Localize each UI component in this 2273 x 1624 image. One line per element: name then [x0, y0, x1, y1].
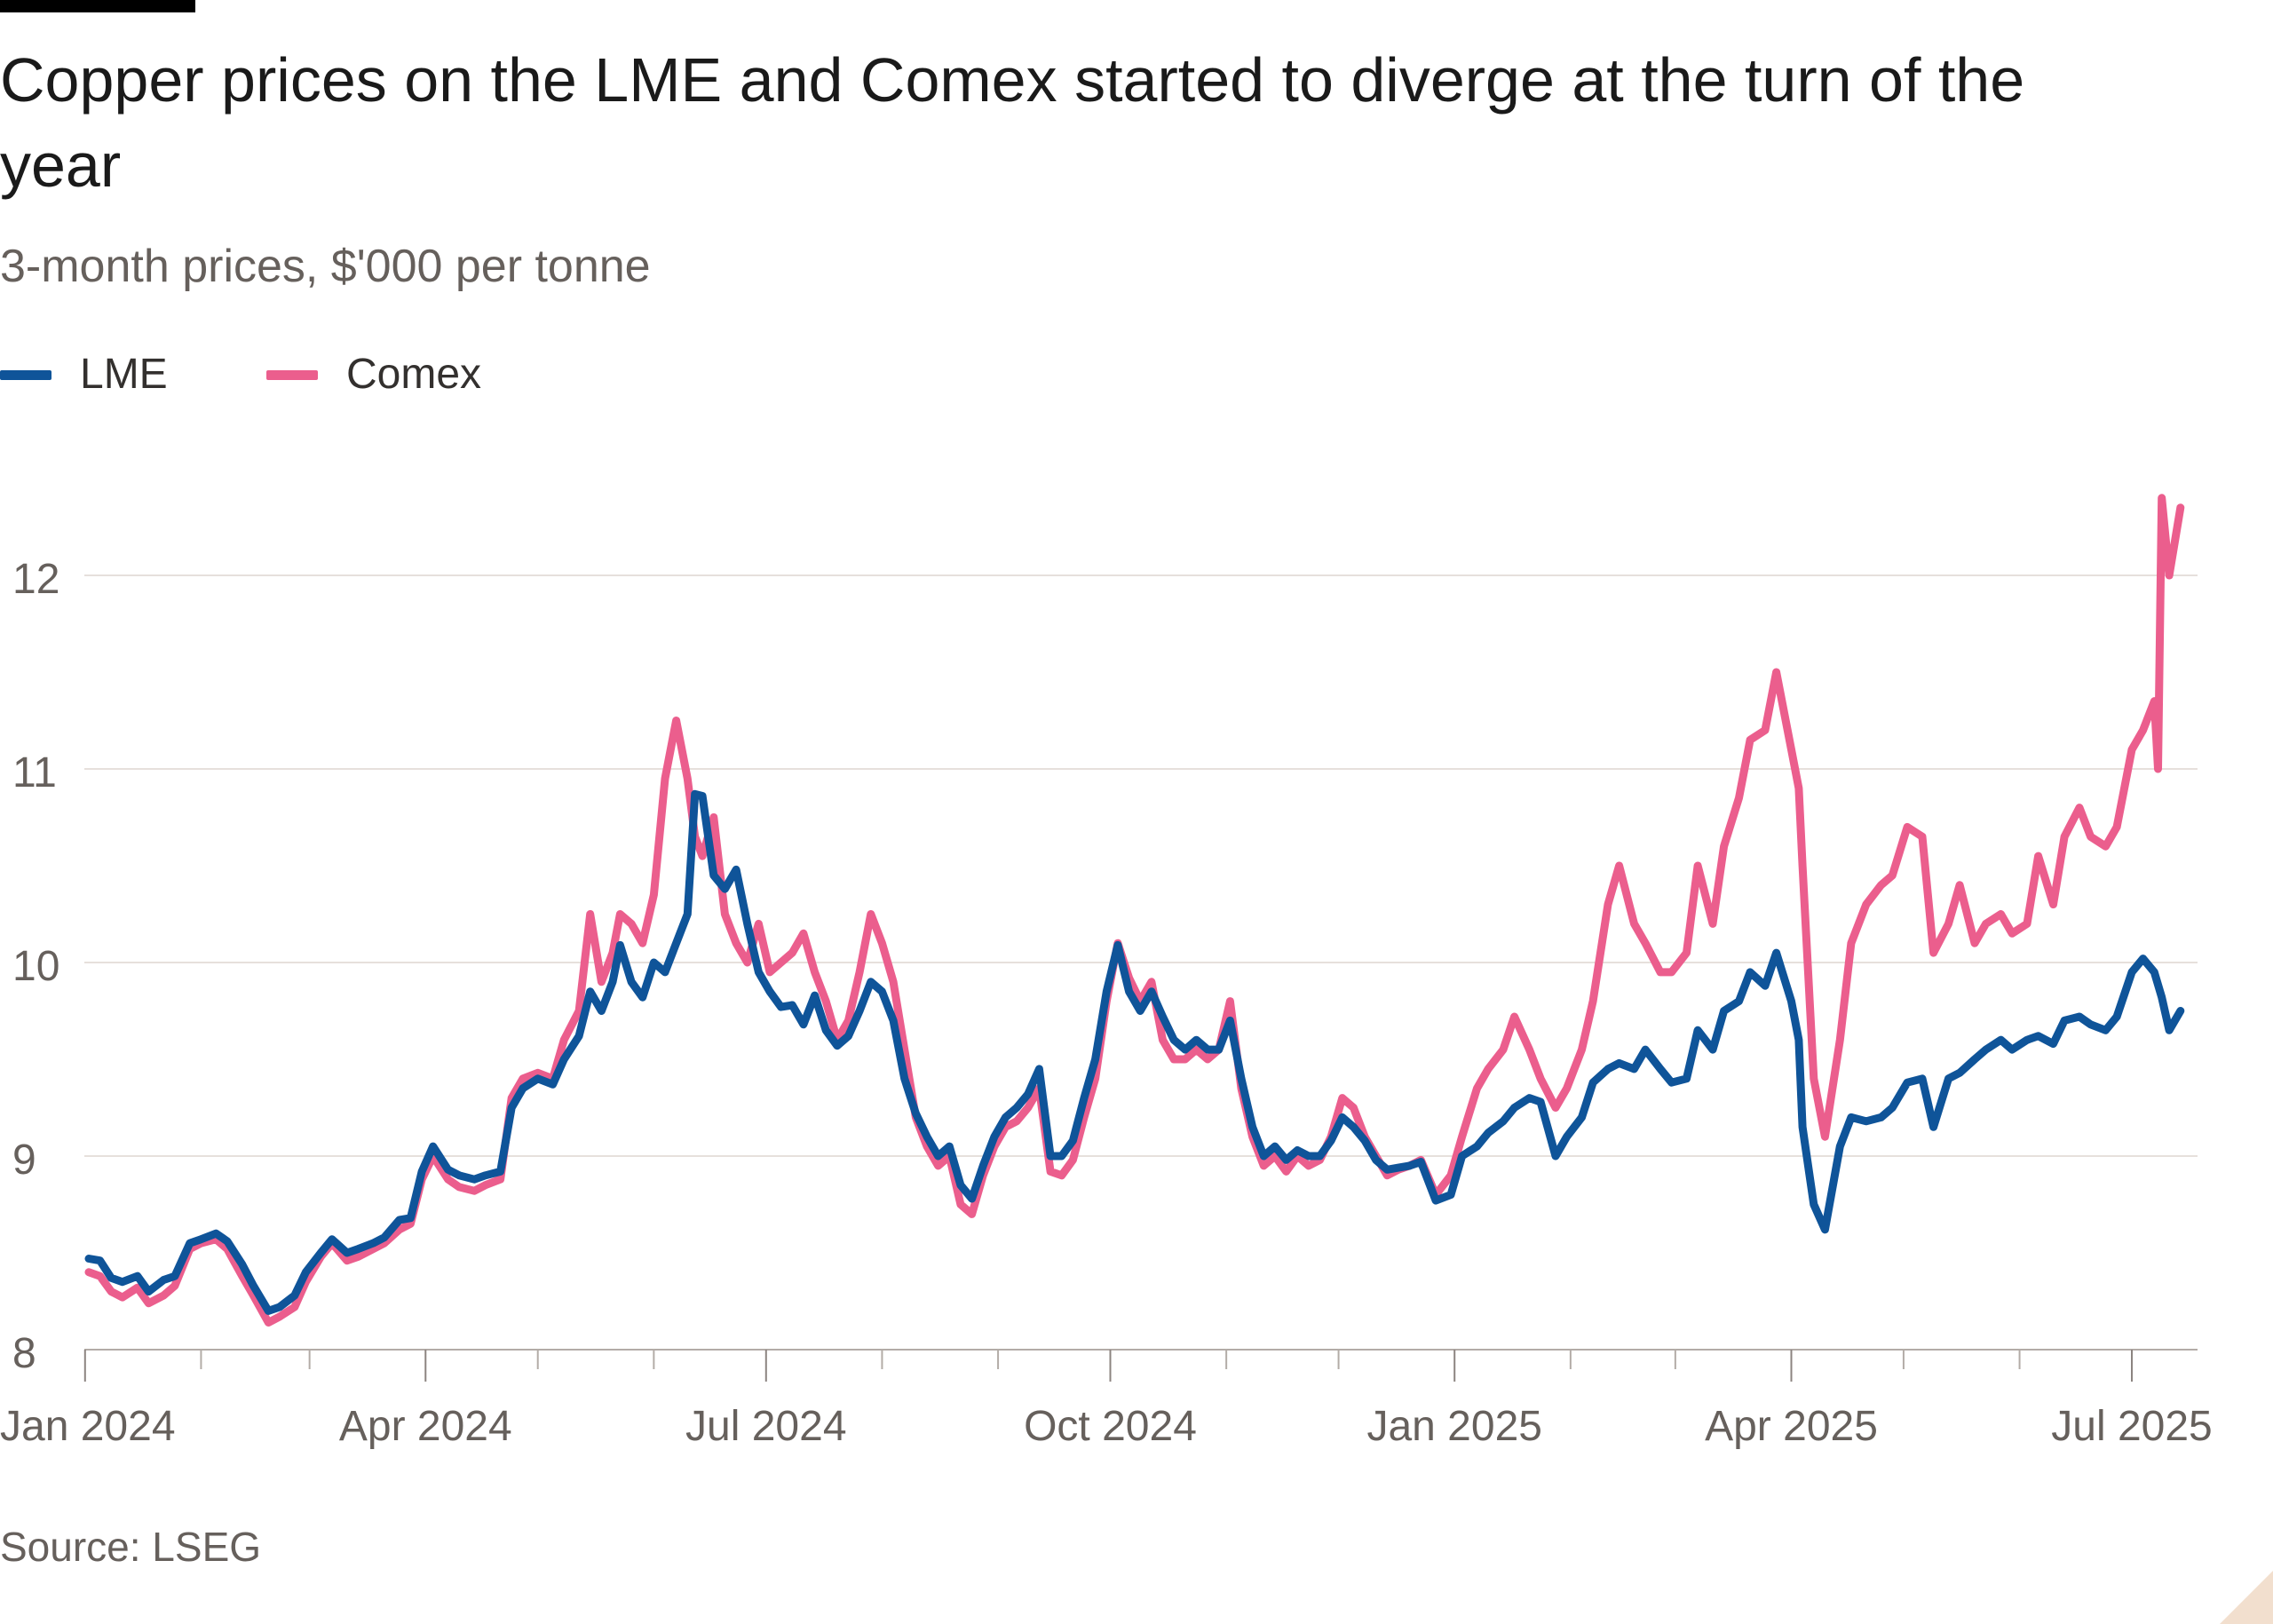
legend-swatch-comex: [266, 370, 318, 380]
y-tick-label: 9: [12, 1137, 36, 1184]
legend-label-lme: LME: [80, 351, 168, 398]
chart-subtitle: 3-month prices, $'000 per tonne: [0, 241, 651, 292]
x-tick-label: Apr 2024: [339, 1403, 512, 1450]
x-axis: [83, 1349, 2198, 1382]
brand-bar: [0, 0, 195, 12]
series-line-lme: [84, 789, 2185, 1315]
page-corner-fold: [2220, 1571, 2273, 1624]
x-tick-label: Jul 2025: [2051, 1403, 2212, 1450]
x-tick-label: Jan 2025: [1366, 1403, 1542, 1450]
series-line-comex: [84, 494, 2185, 1327]
legend-label-comex: Comex: [346, 351, 482, 398]
x-tick-label: Oct 2024: [1024, 1403, 1197, 1450]
x-tick-label: Jan 2024: [0, 1403, 176, 1450]
gridlines: [84, 574, 2198, 1157]
y-tick-label: 10: [12, 943, 59, 990]
tick-labels: 8 9 10 11 12 Jan 2024 Apr 2024 Jul 2024 Oct 2024…: [0, 556, 2213, 1450]
x-tick-label: Jul 2024: [685, 1403, 846, 1450]
chart-title: Copper prices on the LME and Comex start…: [0, 45, 2025, 200]
x-tick-label: Apr 2025: [1705, 1403, 1878, 1450]
y-tick-label: 11: [12, 749, 57, 796]
source-note: Source: LSEG: [0, 1524, 262, 1570]
y-tick-label: 12: [12, 556, 59, 603]
legend-swatch-lme: [0, 370, 51, 380]
series-lines: [84, 494, 2185, 1327]
y-tick-label: 8: [12, 1330, 36, 1377]
